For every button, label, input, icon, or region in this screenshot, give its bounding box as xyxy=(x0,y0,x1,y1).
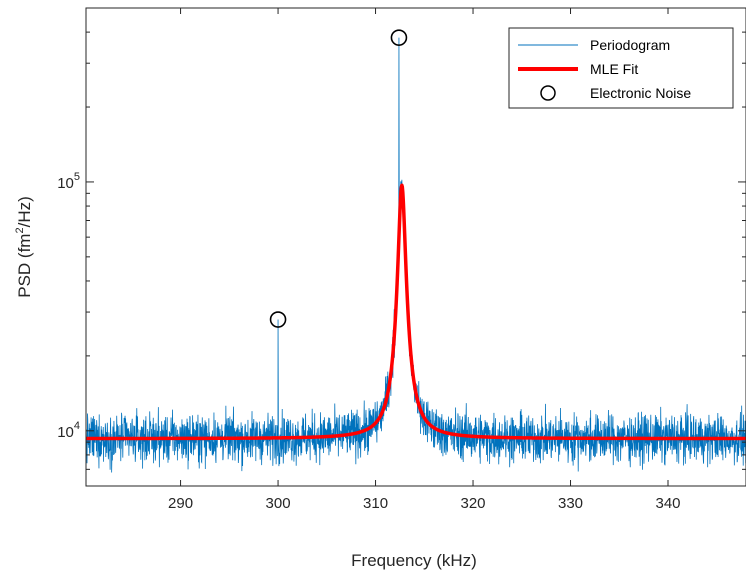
x-tick-label-320: 320 xyxy=(461,495,486,512)
legend-label-electronic-noise: Electronic Noise xyxy=(590,85,691,101)
x-axis-label: Frequency (kHz) xyxy=(351,551,477,570)
y-axis-label: PSD (fm2/Hz) xyxy=(14,196,34,298)
y-tick-label-base: 10 xyxy=(57,175,74,192)
plot-frame xyxy=(85,7,746,487)
y-tick-label-exponent: 4 xyxy=(74,420,80,432)
legend-swatch-electronic-noise xyxy=(540,85,556,101)
legend-label-periodogram: Periodogram xyxy=(590,37,670,53)
y-axis-label-sup: 2 xyxy=(14,227,26,233)
electronic-noise-marker-2 xyxy=(390,29,408,46)
data-layer xyxy=(86,29,746,473)
y-tick-label-100000: 105 xyxy=(57,171,80,192)
y-axis-label-prefix: PSD (fm xyxy=(15,234,34,298)
y-axis-label-suffix: /Hz) xyxy=(15,196,34,227)
series-mle-fit-line xyxy=(86,183,746,441)
x-tick-label-310: 310 xyxy=(363,495,388,512)
x-tick-label-340: 340 xyxy=(655,495,680,512)
x-tick-label-290: 290 xyxy=(168,495,193,512)
legend: Periodogram MLE Fit Electronic Noise xyxy=(508,27,734,109)
x-tick-label-330: 330 xyxy=(558,495,583,512)
y-tick-label-base: 10 xyxy=(57,424,74,441)
y-tick-label-10000: 104 xyxy=(57,420,80,441)
x-tick-label-300: 300 xyxy=(266,495,291,512)
electronic-noise-marker-1 xyxy=(269,311,287,328)
y-tick-label-exponent: 5 xyxy=(74,171,80,183)
legend-label-mle-fit: MLE Fit xyxy=(590,61,638,77)
